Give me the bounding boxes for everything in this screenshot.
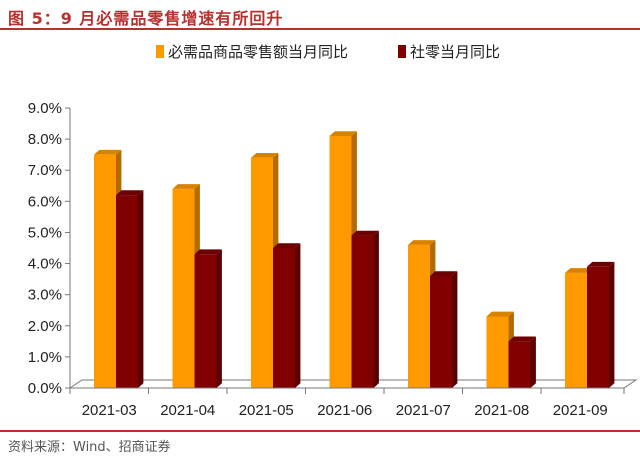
x-tick-label: 2021-06 [317,402,372,419]
bar-2021-06-1 [351,230,379,388]
bar-top [172,184,200,189]
legend-label-0: 必需品商品零售额当月同比 [168,43,348,61]
y-tick-label: 0.0% [28,380,62,397]
source-note: 资料来源：Wind、招商证券 [8,440,171,455]
bar-2021-04-1 [194,249,222,388]
bar-2021-05-1 [273,243,301,388]
bar-top [430,271,458,276]
bar-side [138,190,144,388]
y-tick-label: 2.0% [28,318,62,335]
bar-top [329,131,357,136]
bar-top [94,149,122,155]
chart-title: 图 5：9 月必需品零售增速有所回升 [8,9,284,28]
bar-top [273,243,301,248]
bar-front [172,188,195,388]
bar-side [530,336,536,388]
y-tick-label: 3.0% [28,287,62,304]
bar-side [216,249,222,388]
x-tick-label: 2021-05 [239,402,294,419]
y-tick-label: 7.0% [28,162,62,179]
bar-top [194,249,222,255]
y-tick-label: 5.0% [28,224,62,241]
bar-2021-07-1 [430,271,458,388]
bar-top [408,240,436,245]
x-tick-label: 2021-07 [396,402,451,419]
bar-side [609,261,615,388]
bar-front [94,154,116,388]
bar-front [351,235,374,388]
bar-chart: 必需品商品零售额当月同比 社零当月同比 0.0% 1.0% 2.0% 3.0% 4.0% 5… [28,43,638,419]
title-divider [0,28,640,30]
bar-side [452,271,458,388]
bar-2021-03-1 [116,190,144,388]
legend-label-1: 社零当月同比 [410,43,500,61]
bar-front [486,316,509,388]
bar-front [329,136,352,388]
y-tick-label: 6.0% [28,193,62,210]
bar-front [273,248,295,388]
source-divider [0,430,640,432]
bar-front [194,254,217,388]
bar-top [116,190,144,196]
bar-top [486,311,514,317]
bar-2021-08-1 [508,336,536,388]
x-axis: 2021-03 2021-04 2021-05 2021-06 2021-07 2021-… [69,387,625,419]
bar-top [565,268,593,273]
legend-swatch-0 [156,45,164,58]
x-tick-label: 2021-03 [82,402,137,419]
y-tick-label: 4.0% [28,256,62,273]
bar-top [351,230,379,236]
x-tick-label: 2021-09 [553,402,608,419]
y-tick-label: 1.0% [28,349,62,366]
y-tick-label: 9.0% [28,100,62,117]
bar-top [251,152,279,158]
bar-top [587,261,615,267]
bar-front [587,266,609,388]
bar-front [408,244,430,388]
bar-front [116,195,138,388]
bar-front [565,272,587,388]
bar-side [373,230,379,388]
bar-front [430,276,452,388]
y-axis: 0.0% 1.0% 2.0% 3.0% 4.0% 5.0% 6.0% 7.0% 8.0% 9.0% [28,100,71,397]
bars [94,131,615,388]
y-tick-label: 8.0% [28,131,62,148]
bar-front [508,341,531,388]
bar-front [251,157,273,388]
legend-swatch-1 [398,45,406,58]
bar-2021-09-1 [587,261,615,388]
bar-side [295,243,301,388]
x-tick-label: 2021-04 [160,402,215,419]
bar-top [508,336,536,342]
x-tick-label: 2021-08 [474,402,529,419]
chart-legend: 必需品商品零售额当月同比 社零当月同比 [156,43,500,61]
